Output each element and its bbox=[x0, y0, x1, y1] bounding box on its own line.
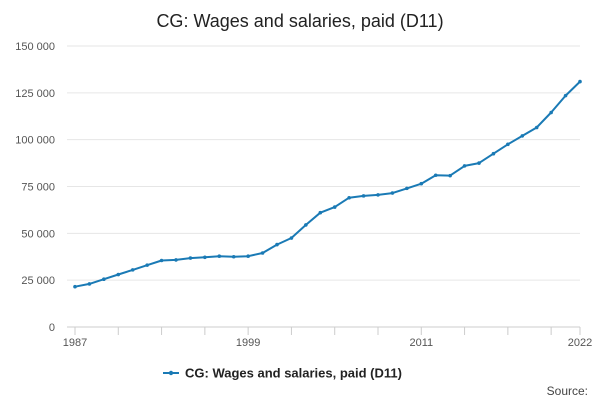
data-point[interactable] bbox=[433, 173, 438, 178]
y-tick-label: 50 000 bbox=[21, 228, 55, 240]
legend-swatch-marker bbox=[168, 370, 174, 376]
data-point[interactable] bbox=[462, 164, 467, 168]
data-point[interactable] bbox=[159, 258, 164, 263]
data-point[interactable] bbox=[203, 255, 207, 260]
data-point[interactable] bbox=[87, 282, 92, 286]
data-point[interactable] bbox=[563, 93, 568, 98]
data-point[interactable] bbox=[130, 268, 135, 272]
x-tick-label: 2022 bbox=[568, 337, 592, 349]
data-point[interactable] bbox=[477, 161, 481, 165]
legend[interactable]: CG: Wages and salaries, paid (D11) bbox=[163, 366, 402, 381]
data-point[interactable] bbox=[347, 195, 351, 200]
data-point[interactable] bbox=[491, 151, 496, 156]
data-point[interactable] bbox=[419, 181, 424, 186]
y-tick-label: 150 000 bbox=[15, 41, 55, 53]
data-point[interactable] bbox=[231, 254, 236, 259]
data-point[interactable] bbox=[102, 277, 106, 282]
data-point[interactable] bbox=[289, 236, 294, 240]
axes: 0 25 000 50 000 75 000 100 000 125 000 150 000… bbox=[15, 41, 592, 349]
data-point[interactable] bbox=[260, 251, 265, 255]
data-point[interactable] bbox=[304, 223, 308, 227]
data-point[interactable] bbox=[405, 186, 409, 191]
data-point[interactable] bbox=[318, 210, 323, 215]
gridlines bbox=[67, 45, 580, 281]
y-tick-label: 75 000 bbox=[21, 182, 55, 194]
data-point[interactable] bbox=[188, 256, 193, 260]
data-point[interactable] bbox=[275, 242, 279, 247]
y-tick-label: 100 000 bbox=[15, 135, 55, 147]
data-point[interactable] bbox=[376, 193, 380, 197]
data-point[interactable] bbox=[246, 254, 250, 258]
data-point[interactable] bbox=[578, 79, 582, 84]
source-label: Source: bbox=[547, 384, 588, 398]
series-layer bbox=[73, 79, 582, 289]
data-point[interactable] bbox=[332, 205, 337, 209]
x-tick-label: 1999 bbox=[236, 337, 260, 349]
data-point[interactable] bbox=[73, 284, 77, 289]
y-tick-label: 125 000 bbox=[15, 88, 55, 100]
y-tick-label: 25 000 bbox=[21, 275, 55, 287]
data-point[interactable] bbox=[390, 191, 395, 195]
x-tick-label: 2011 bbox=[409, 337, 433, 349]
chart-title: CG: Wages and salaries, paid (D11) bbox=[156, 11, 443, 31]
data-point[interactable] bbox=[549, 110, 553, 115]
data-point[interactable] bbox=[506, 142, 510, 147]
data-point[interactable] bbox=[217, 254, 222, 258]
data-point[interactable] bbox=[520, 134, 525, 138]
series-line bbox=[74, 80, 581, 288]
y-tick-label: 0 bbox=[49, 322, 55, 334]
data-point[interactable] bbox=[448, 173, 452, 178]
x-tick-label: 1987 bbox=[63, 337, 87, 349]
data-point[interactable] bbox=[145, 263, 149, 267]
data-point[interactable] bbox=[174, 258, 178, 262]
data-point[interactable] bbox=[116, 272, 121, 277]
data-point[interactable] bbox=[361, 194, 366, 198]
legend-label: CG: Wages and salaries, paid (D11) bbox=[185, 366, 402, 381]
data-point[interactable] bbox=[534, 125, 539, 130]
